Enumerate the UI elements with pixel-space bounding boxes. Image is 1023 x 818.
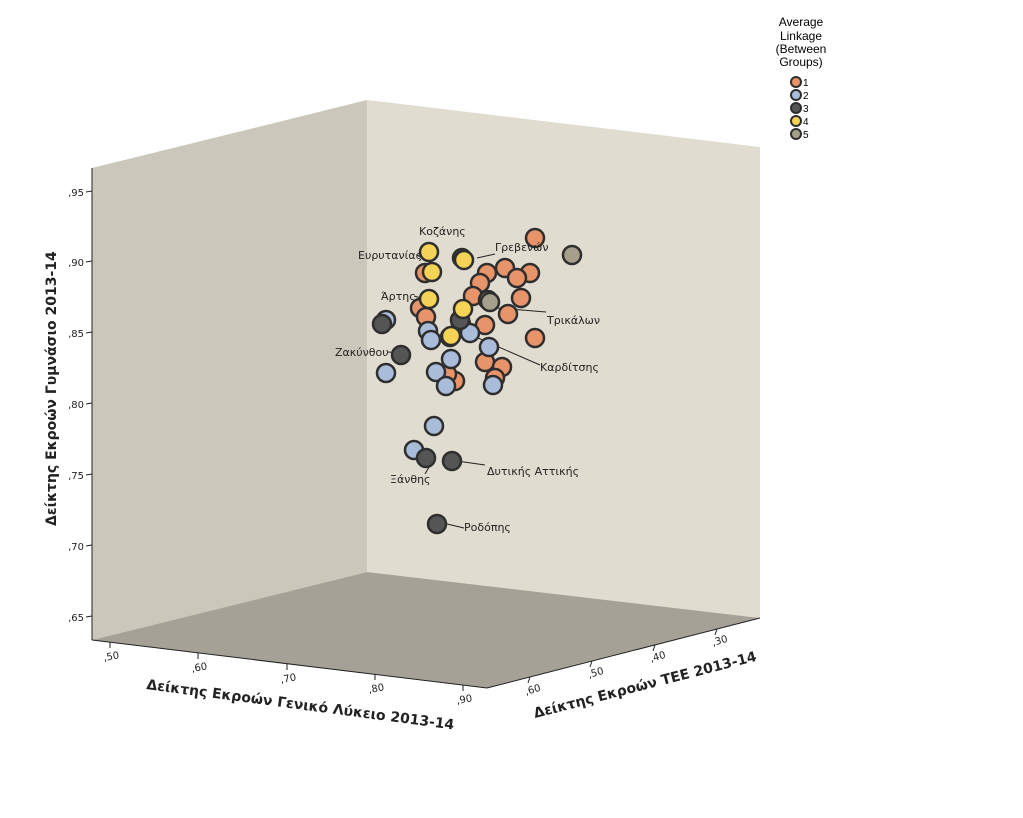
scatter-point-group-3 [441, 450, 463, 472]
scatter-point-group-2 [420, 329, 442, 351]
label-karditsis: Καρδίτσης [540, 361, 599, 374]
legend-label-1: 1 [803, 78, 809, 89]
y-tick-label: ,85 [68, 329, 84, 340]
y-axis: ,65 ,70 ,75 ,80 ,85 ,90 ,95 [68, 188, 93, 624]
scatter-point-group-2 [435, 375, 457, 397]
z-tick-mark [714, 628, 718, 636]
scatter-point-group-2 [375, 362, 397, 384]
y-axis-title: Δείκτης Εκροών Γυμνάσιο 2013-14 [44, 251, 60, 526]
legend-title-line: (Between [776, 42, 827, 56]
leader-line [476, 253, 496, 259]
legend-label-4: 4 [803, 117, 809, 128]
scatter-point-group-4 [452, 298, 474, 320]
y-tick-mark [85, 544, 93, 547]
y-tick-mark [85, 190, 93, 193]
scatter-point-group-1 [524, 327, 546, 349]
label-xanthis: Ξάνθης [390, 473, 431, 486]
x-tick-label: ,50 [103, 650, 121, 664]
legend-marker-3 [790, 102, 802, 114]
x-axis-title: Δείκτης Εκροών Γενικό Λύκειο 2013-14 [145, 677, 455, 733]
z-tick-label: ,60 [524, 683, 542, 698]
y-tick-label: ,70 [68, 542, 84, 553]
scatter-point-group-1 [510, 287, 532, 309]
y-tick-mark [85, 331, 93, 334]
label-rodopis: Ροδόπης [464, 521, 511, 534]
scatter-point-group-1 [506, 267, 528, 289]
label-zakynthou: Ζακύνθου [335, 346, 389, 359]
x-tick-label: ,80 [368, 682, 386, 696]
leader-line [446, 523, 465, 529]
scatter-point-group-2 [425, 361, 447, 383]
label-evrytanias: Ευρυτανίας [358, 249, 422, 262]
legend-label-3: 3 [803, 104, 809, 115]
legend: Average Linkage (Between Groups) 1 2 3 4… [776, 15, 827, 141]
legend-label-2: 2 [803, 91, 809, 102]
scatter-point-group-3 [371, 313, 393, 335]
z-tick-label: ,40 [649, 650, 667, 665]
label-dytikis-attikis: Δυτικής Αττικής [487, 465, 579, 478]
scatter-point-group-2 [440, 348, 462, 370]
data-points [371, 227, 583, 535]
back-wall [367, 100, 760, 618]
scatter-point-group-1 [524, 227, 546, 249]
scatter-point-group-5 [479, 291, 501, 313]
y-tick-mark [85, 615, 93, 618]
label-artis: Άρτης [381, 290, 416, 303]
scatter-point-group-2 [482, 374, 504, 396]
y-tick-label: ,75 [68, 471, 84, 482]
z-tick-mark [527, 676, 531, 684]
y-tick-label: ,80 [68, 400, 84, 411]
scatter-point-group-5 [561, 244, 583, 266]
scatter-point-group-3 [390, 344, 412, 366]
legend-label-5: 5 [803, 130, 809, 141]
y-tick-label: ,95 [68, 188, 84, 199]
scatter-point-group-4 [418, 288, 440, 310]
scatter-point-group-2 [478, 336, 500, 358]
legend-title-line: Groups) [779, 55, 822, 69]
y-tick-mark [85, 260, 93, 263]
scatter-point-group-1 [497, 303, 519, 325]
label-trikalon: Τρικάλων [546, 314, 600, 327]
scatter-point-group-4 [418, 241, 440, 263]
x-axis-line [91, 639, 488, 689]
legend-marker-1 [790, 76, 802, 88]
z-tick-label: ,30 [711, 634, 729, 649]
scatter-point-group-4 [421, 261, 443, 283]
x-tick-label: ,70 [280, 672, 298, 686]
z-tick-label: ,50 [587, 666, 605, 681]
point-labels: Κοζάνης Γρεβενών Ευρυτανίας Άρτης Τρικάλ… [335, 225, 600, 534]
y-tick-mark [85, 473, 93, 476]
scatter-point-group-4 [453, 249, 475, 271]
legend-marker-5 [790, 128, 802, 140]
legend-marker-2 [790, 89, 802, 101]
y-tick-label: ,90 [68, 258, 84, 269]
scatter-point-group-4 [440, 325, 462, 347]
legend-title-line: Average [779, 15, 824, 29]
z-axis-line [486, 617, 761, 689]
x-tick-label: ,90 [456, 693, 474, 707]
y-tick-mark [85, 402, 93, 405]
floor-plane [92, 572, 760, 688]
legend-title-line: Linkage [780, 29, 822, 43]
scatter-point-group-3 [415, 447, 437, 469]
x-tick-label: ,60 [191, 661, 209, 675]
z-tick-mark [589, 660, 593, 668]
scatter-point-group-3 [426, 513, 448, 535]
left-wall [92, 100, 367, 640]
z-tick-mark [652, 644, 656, 652]
label-grevenon: Γρεβενών [495, 241, 549, 254]
label-kozanis: Κοζάνης [419, 225, 466, 238]
legend-marker-4 [790, 115, 802, 127]
scatter-point-group-2 [423, 415, 445, 437]
y-tick-label: ,65 [68, 613, 84, 624]
